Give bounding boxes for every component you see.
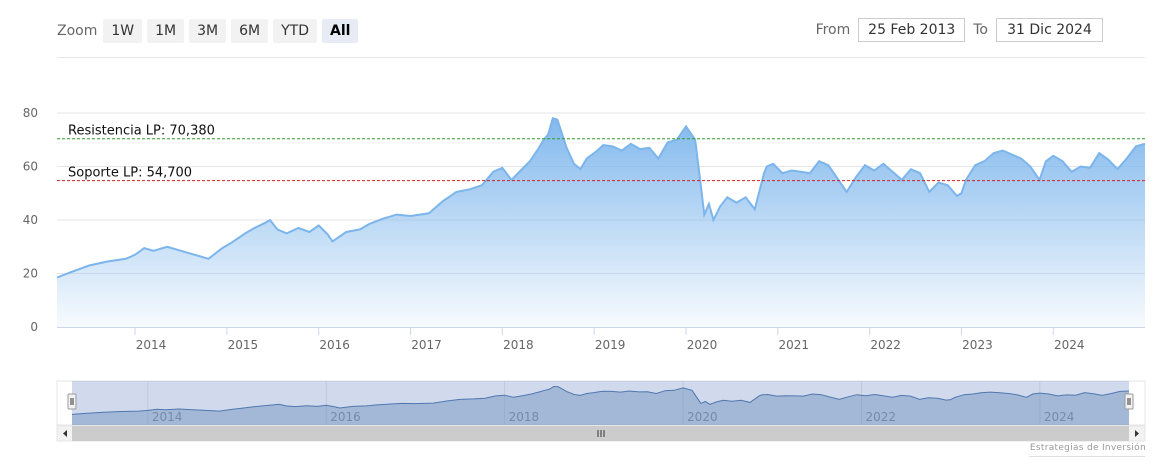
navigator-line [71, 385, 1130, 415]
zoom-ytd-button[interactable]: YTD [273, 19, 317, 43]
x-tick-label: 2016 [319, 338, 350, 352]
navigator[interactable]: 2014 2016 2018 2020 2022 2024 [56, 380, 1146, 457]
x-tick-label: 2021 [779, 338, 810, 352]
annotations: Resistencia LP: 70,380 Soporte LP: 54,700 [57, 124, 1145, 182]
y-tick-label: 40 [23, 213, 38, 227]
navigator-tick-label: 2014 [152, 410, 183, 424]
zoom-all-button[interactable]: All [322, 19, 359, 43]
resistance-label: Resistencia LP: 70,380 [68, 124, 215, 139]
navigator-tick-label: 2022 [865, 410, 896, 424]
navigator-tick-label: 2016 [330, 410, 361, 424]
y-tick-label: 0 [30, 320, 38, 334]
x-tick-label: 2023 [962, 338, 993, 352]
navigator-selection-mask[interactable] [72, 381, 1129, 425]
zoom-3m-button[interactable]: 3M [189, 19, 227, 43]
navigator-tick-label: 2018 [509, 410, 540, 424]
y-tick-label: 80 [23, 106, 38, 120]
from-date-input[interactable] [858, 18, 966, 42]
y-tick-label: 20 [23, 267, 38, 281]
toolbar-divider [57, 57, 1145, 58]
scroll-right-arrow-icon[interactable] [1135, 430, 1139, 437]
navigator-left-handle[interactable] [67, 393, 77, 410]
y-axis: 0 20 40 60 80 [23, 106, 38, 334]
zoom-bar: Zoom 1W 1M 3M 6M YTD All [57, 18, 363, 44]
x-tick-label: 2015 [228, 338, 259, 352]
y-tick-label: 60 [23, 160, 38, 174]
from-label: From [815, 22, 851, 38]
navigator-background [56, 380, 1146, 426]
x-tick-label: 2014 [136, 338, 167, 352]
zoom-label: Zoom [57, 23, 98, 39]
x-tick-label: 2024 [1054, 338, 1085, 352]
navigator-tick-label: 2020 [687, 410, 718, 424]
x-tick-label: 2018 [503, 338, 534, 352]
zoom-1m-button[interactable]: 1M [147, 19, 185, 43]
date-range-selector: From To [808, 18, 1103, 42]
x-tick-label: 2019 [595, 338, 626, 352]
zoom-1w-button[interactable]: 1W [103, 19, 143, 43]
x-tick-label: 2017 [411, 338, 442, 352]
zoom-6m-button[interactable]: 6M [231, 19, 269, 43]
to-label: To [973, 22, 988, 38]
navigator-area [72, 386, 1129, 425]
x-axis: 2014 2015 2016 2017 2018 2019 2020 2021 2022 2023… [134, 327, 1085, 352]
credit-text: Estrategias de Inversión [1029, 443, 1146, 453]
navigator-right-handle[interactable] [1124, 393, 1134, 410]
price-area [57, 118, 1145, 327]
support-label: Soporte LP: 54,700 [68, 166, 192, 181]
x-tick-label: 2020 [687, 338, 718, 352]
x-tick-label: 2022 [870, 338, 901, 352]
price-line [56, 117, 1146, 279]
to-date-input[interactable] [996, 18, 1103, 42]
navigator-tick-label: 2024 [1044, 410, 1075, 424]
scroll-left-arrow-icon[interactable] [63, 430, 67, 437]
